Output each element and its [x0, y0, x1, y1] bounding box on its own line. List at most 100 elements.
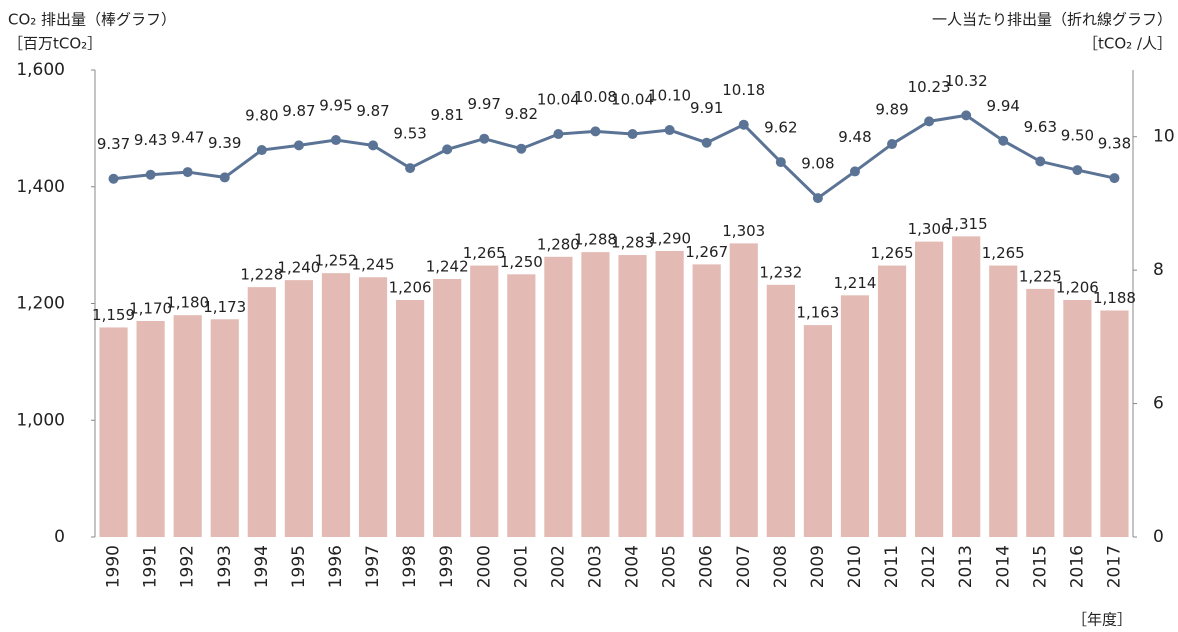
bar	[581, 252, 610, 537]
bar	[470, 265, 499, 537]
line-value-label: 10.04	[537, 91, 580, 109]
bar-value-label: 1,228	[240, 266, 283, 284]
x-tick-label: 1994	[252, 545, 272, 588]
bar-value-label: 1,265	[463, 244, 506, 262]
x-tick-label: 1990	[104, 545, 124, 588]
bar-value-label: 1,188	[1093, 289, 1136, 307]
bar	[877, 265, 907, 537]
bar	[729, 243, 758, 537]
bar	[99, 327, 128, 537]
point	[738, 119, 749, 130]
point	[442, 144, 453, 155]
point	[849, 166, 860, 177]
line-value-label: 9.37	[97, 135, 130, 153]
point	[405, 163, 416, 174]
point	[961, 110, 972, 121]
y2-tick-label: 0	[1153, 527, 1164, 547]
x-tick-label: 2012	[919, 545, 939, 588]
line-value-label: 9.63	[1024, 118, 1057, 136]
line-value-label: 10.08	[574, 88, 617, 106]
bar	[1026, 288, 1055, 537]
bar-value-label: 1,245	[352, 256, 395, 274]
line-value-label: 9.95	[319, 97, 352, 115]
line-value-label: 9.43	[134, 131, 167, 149]
bar-value-label: 1,306	[908, 220, 951, 238]
point	[553, 129, 564, 140]
bar-value-label: 1,267	[685, 243, 728, 261]
bar-value-label: 1,242	[426, 257, 469, 275]
bar	[915, 241, 944, 537]
bar	[766, 284, 795, 537]
x-tick-label: 2006	[697, 545, 717, 588]
bar	[618, 255, 647, 537]
line-value-label: 9.39	[208, 134, 241, 152]
bar	[247, 287, 276, 537]
bar-value-label: 1,265	[871, 244, 914, 262]
y2-unit: ［tCO₂ /人］	[1083, 35, 1172, 53]
bar	[989, 265, 1018, 537]
bar-value-label: 1,283	[611, 234, 654, 252]
bar-value-label: 1,288	[574, 231, 617, 249]
y-tick-label: 1,600	[16, 60, 65, 80]
bar-value-label: 1,206	[389, 278, 432, 296]
point	[664, 125, 675, 136]
bar	[507, 274, 536, 537]
y-tick-label: 1,400	[16, 177, 65, 197]
point	[1109, 173, 1120, 184]
bar-value-label: 1,265	[982, 244, 1025, 262]
y-title: CO₂ 排出量（棒グラフ）	[8, 11, 176, 29]
bar	[433, 278, 462, 537]
point	[627, 129, 638, 140]
point	[887, 139, 898, 150]
line-value-label: 9.50	[1061, 127, 1094, 145]
line-value-label: 9.08	[801, 155, 834, 173]
bar-value-label: 1,290	[648, 229, 691, 247]
x-tick-label: 1998	[400, 545, 420, 588]
y-unit: ［百万tCO₂］	[8, 35, 102, 53]
point	[1072, 165, 1083, 176]
x-tick-label: 1992	[178, 545, 198, 588]
bar-value-label: 1,250	[500, 253, 543, 271]
bar	[284, 280, 313, 537]
line-value-label: 9.91	[690, 99, 723, 117]
x-tick-label: 2005	[660, 545, 680, 588]
point	[812, 193, 823, 204]
bar-value-label: 1,240	[277, 259, 320, 277]
point	[293, 140, 304, 151]
x-tick-label: 2000	[474, 545, 494, 588]
x-tick-label: 2003	[585, 545, 605, 588]
bar-value-label: 1,214	[833, 274, 876, 292]
bar	[1063, 299, 1092, 537]
bar	[803, 325, 832, 537]
bar	[544, 256, 573, 537]
point	[775, 157, 786, 168]
x-tick-label: 2004	[623, 545, 643, 588]
bar-value-label: 1,252	[314, 252, 357, 270]
bar-value-label: 1,232	[759, 263, 802, 281]
point	[145, 169, 156, 180]
line-value-label: 10.18	[722, 81, 765, 99]
y2-tick-label: 6	[1153, 394, 1164, 414]
point	[479, 133, 490, 144]
x-tick-label: 2013	[956, 545, 976, 588]
line-value-label: 10.10	[648, 87, 691, 105]
bar-value-label: 1,206	[1056, 278, 1099, 296]
y2-tick-label: 10	[1153, 127, 1175, 147]
x-tick-label: 1999	[437, 545, 457, 588]
line-value-label: 9.87	[356, 102, 389, 120]
line-value-label: 9.38	[1098, 135, 1131, 153]
point	[108, 173, 119, 184]
x-tick-label: 1995	[289, 545, 309, 588]
point	[219, 172, 230, 183]
line-value-label: 9.48	[838, 128, 871, 146]
line-value-label: 10.04	[611, 91, 654, 109]
y-tick-label: 1,200	[16, 294, 65, 314]
bar-value-label: 1,173	[203, 298, 246, 316]
x-tick-label: 2017	[1104, 545, 1124, 588]
x-tick-label: 1993	[215, 545, 235, 588]
line-value-label: 9.53	[393, 125, 426, 143]
bar	[396, 299, 425, 537]
point	[330, 135, 341, 146]
bar	[136, 321, 165, 537]
